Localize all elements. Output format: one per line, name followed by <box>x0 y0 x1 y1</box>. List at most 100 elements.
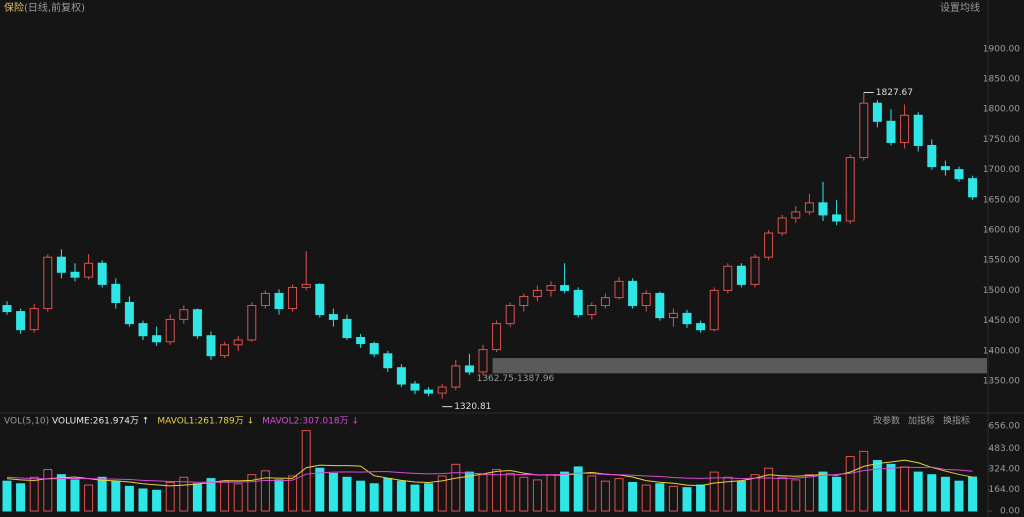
subtitle: (日线,前复权) <box>24 1 85 14</box>
volume-bar <box>111 480 121 512</box>
volume-bar <box>29 476 39 512</box>
candle-body <box>791 211 801 219</box>
candle-body <box>628 280 638 307</box>
volume-bar <box>655 483 665 512</box>
candle-body <box>736 265 746 285</box>
mavol-line <box>6 459 973 487</box>
legend-entry: MAVOL2:307.018万 ↓ <box>262 417 359 427</box>
volume-bar <box>2 480 12 512</box>
volume-bar <box>668 485 678 512</box>
volume-bar <box>84 484 94 512</box>
volume-bar <box>546 474 556 512</box>
candle-body <box>97 262 107 285</box>
candle-body <box>696 323 706 331</box>
candle-body <box>2 305 12 313</box>
volume-bar <box>328 472 338 512</box>
volume-bar <box>505 472 515 512</box>
volume-bar <box>709 471 719 512</box>
y-tick-label: 1750.00 <box>983 135 1020 145</box>
volume-bar <box>832 476 842 512</box>
indicator-button[interactable]: 改参数 <box>873 415 900 427</box>
y-tick-label: 1600.00 <box>983 226 1020 236</box>
legend-entry: VOLUME:261.974万 ↑ <box>52 417 149 427</box>
volume-bar <box>859 450 869 512</box>
candle-body <box>56 256 66 273</box>
volume-bar <box>206 478 216 512</box>
y-tick-label: 1850.00 <box>983 75 1020 85</box>
volume-bar <box>451 463 461 512</box>
candle-body <box>410 383 420 391</box>
candle-body <box>70 271 80 278</box>
candle-body <box>179 309 189 320</box>
candle-body <box>872 102 882 122</box>
candle-body <box>777 217 787 234</box>
volume-bar <box>696 484 706 512</box>
high-label: 1827.67 <box>876 88 913 98</box>
y-tick-label: 1450.00 <box>983 316 1020 326</box>
volume-bar <box>301 430 311 512</box>
volume-bar <box>396 480 406 512</box>
indicator-button[interactable]: 加指标 <box>908 415 935 427</box>
indicator-button[interactable]: 换指标 <box>943 415 970 427</box>
volume-bar <box>614 478 624 512</box>
candle-body <box>233 339 243 346</box>
volume-bar <box>233 483 243 512</box>
y-tick-label: 1400.00 <box>983 346 1020 356</box>
candle-body <box>111 283 121 303</box>
candle-body <box>641 292 651 307</box>
candle-body <box>832 214 842 222</box>
volume-bar <box>736 480 746 512</box>
candle-body <box>342 318 352 339</box>
candle-body <box>288 286 298 310</box>
candle-body <box>668 312 678 319</box>
volume-bar <box>342 476 352 512</box>
volume-bar <box>804 474 814 512</box>
candle-body <box>356 337 366 345</box>
y-tick-label: 1500.00 <box>983 286 1020 296</box>
candle-body <box>709 289 719 331</box>
candle-body <box>451 365 461 388</box>
volume-bar <box>179 476 189 512</box>
candle-body <box>927 144 937 168</box>
volume-bar <box>750 474 760 512</box>
candle-body <box>165 318 175 343</box>
legend-entry: MAVOL1:261.789万 ↓ <box>157 417 254 427</box>
candle-body <box>274 292 284 310</box>
volume-bar <box>968 476 978 512</box>
candle-body <box>29 308 39 331</box>
candle-body <box>192 309 202 337</box>
candle-body <box>138 323 148 337</box>
candle-body <box>968 178 978 198</box>
candle-body <box>505 305 515 325</box>
candle-body <box>573 289 583 316</box>
volume-bar <box>43 469 53 512</box>
candle-body <box>818 202 828 216</box>
candle-body <box>16 311 26 331</box>
volume-bar <box>288 475 298 512</box>
y-tick-label: 656.00 <box>989 421 1021 431</box>
y-tick-label: 483.00 <box>989 444 1021 454</box>
settings-button[interactable]: 设置均线 <box>940 1 980 14</box>
volume-bar <box>424 483 434 512</box>
candle-body <box>260 292 270 307</box>
volume-bar <box>247 474 257 512</box>
volume-bar <box>560 471 570 512</box>
candle-body <box>220 344 230 357</box>
candle-body <box>682 312 692 325</box>
candle-body <box>560 285 570 291</box>
volume-bar <box>954 480 964 512</box>
candle-body <box>750 256 760 285</box>
volume-bar <box>845 456 855 512</box>
candle-body <box>546 285 556 291</box>
candle-body <box>43 256 53 310</box>
candle-body <box>845 157 855 222</box>
candle-body <box>328 314 338 320</box>
volume-bar <box>56 474 66 512</box>
volume-bar <box>152 489 162 512</box>
candle-body <box>301 283 311 288</box>
y-tick-label: 0.00 <box>1000 507 1020 517</box>
title: 保险 <box>4 1 24 14</box>
volume-bar <box>124 485 134 512</box>
